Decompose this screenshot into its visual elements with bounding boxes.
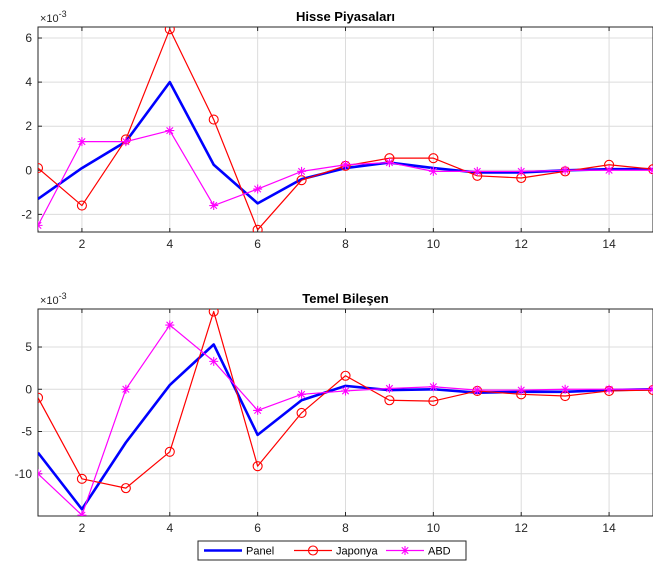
x-tick-label: 6 (254, 237, 261, 251)
data-point (252, 224, 263, 232)
data-point (384, 383, 394, 393)
data-point (38, 469, 43, 479)
data-point (209, 201, 219, 211)
y-tick-label: 4 (25, 75, 32, 89)
legend-label: Japonya (336, 546, 378, 558)
y-tick-label: -5 (21, 425, 32, 439)
x-tick-label: 10 (427, 237, 441, 251)
subplot-1: 2 4 6 8 10 12 14 -2 0 2 4 6 ×10-3 Hisse Piyasaları (21, 9, 653, 251)
data-point (165, 126, 175, 136)
data-point (76, 473, 87, 484)
data-point (296, 407, 307, 418)
x-tick-label: 10 (427, 521, 441, 535)
x-tick-label: 8 (342, 237, 349, 251)
axis-multiplier: ×10-3 (40, 291, 67, 307)
series-line (38, 343, 653, 511)
y-tick-label: 6 (25, 31, 32, 45)
y-tick-label: 0 (25, 163, 32, 177)
x-tick-label: 2 (79, 521, 86, 535)
data-point (253, 405, 263, 415)
data-point (428, 166, 438, 176)
data-point (165, 320, 175, 330)
data-point (297, 166, 307, 176)
x-tick-label: 4 (166, 521, 173, 535)
data-point (341, 160, 350, 170)
data-point (252, 461, 263, 472)
x-tick-label: 8 (342, 521, 349, 535)
chart-title: Hisse Piyasaları (296, 9, 395, 24)
x-tick-label: 6 (254, 521, 261, 535)
data-point (297, 389, 307, 399)
data-point (341, 386, 350, 396)
data-point (604, 165, 614, 175)
subplot-2: 2 4 6 8 10 12 14 -10 -5 0 5 ×10-3 Temel Bileşen (15, 291, 653, 535)
chart-title: Temel Bileşen (302, 291, 389, 306)
series-panel (38, 343, 653, 511)
data-point (208, 114, 219, 125)
x-tick-label: 14 (602, 521, 616, 535)
axis-multiplier: ×10-3 (40, 9, 67, 25)
legend-entry-abd: ABD (386, 546, 451, 558)
legend-marker (400, 546, 410, 555)
x-tick-label: 2 (79, 237, 86, 251)
y-tick-label: 5 (25, 340, 32, 354)
data-point (77, 510, 87, 516)
data-point (209, 356, 219, 366)
data-point (647, 385, 653, 396)
data-point (208, 309, 219, 317)
data-point (253, 184, 263, 194)
data-point (560, 384, 570, 394)
y-tick-label: 0 (25, 382, 32, 396)
data-point (472, 385, 482, 395)
data-point (516, 385, 526, 395)
legend-label: ABD (428, 546, 451, 558)
legend-entry-japonya: Japonya (294, 545, 378, 558)
x-tick-label: 12 (515, 521, 529, 535)
data-point (604, 384, 614, 394)
series-abd (38, 126, 653, 230)
data-point (121, 137, 131, 147)
data-point (472, 166, 482, 176)
y-tick-label: 2 (25, 119, 32, 133)
data-point (120, 483, 131, 494)
data-point (516, 166, 526, 176)
data-point (38, 392, 44, 403)
legend-marker (307, 545, 319, 556)
data-point (647, 164, 653, 175)
data-point (38, 220, 43, 230)
series-line (38, 310, 653, 489)
data-point (384, 395, 395, 406)
series-abd (38, 320, 653, 516)
data-point (77, 137, 87, 147)
x-tick-label: 4 (166, 237, 173, 251)
legend-entry-panel: Panel (204, 546, 274, 558)
data-point (428, 153, 439, 164)
y-tick-label: -10 (15, 467, 33, 481)
data-point (164, 27, 175, 35)
data-point (164, 446, 175, 457)
legend: Panel Japonya ABD (197, 540, 467, 561)
x-tick-label: 14 (602, 237, 616, 251)
data-point (384, 158, 394, 168)
y-tick-label: -2 (21, 207, 32, 221)
legend-label: Panel (246, 546, 274, 558)
data-point (340, 370, 351, 381)
data-point (38, 163, 44, 174)
data-point (560, 165, 570, 175)
x-tick-label: 12 (515, 237, 529, 251)
data-point (121, 384, 131, 394)
data-point (428, 382, 438, 392)
data-point (76, 200, 87, 211)
data-point (428, 396, 439, 407)
